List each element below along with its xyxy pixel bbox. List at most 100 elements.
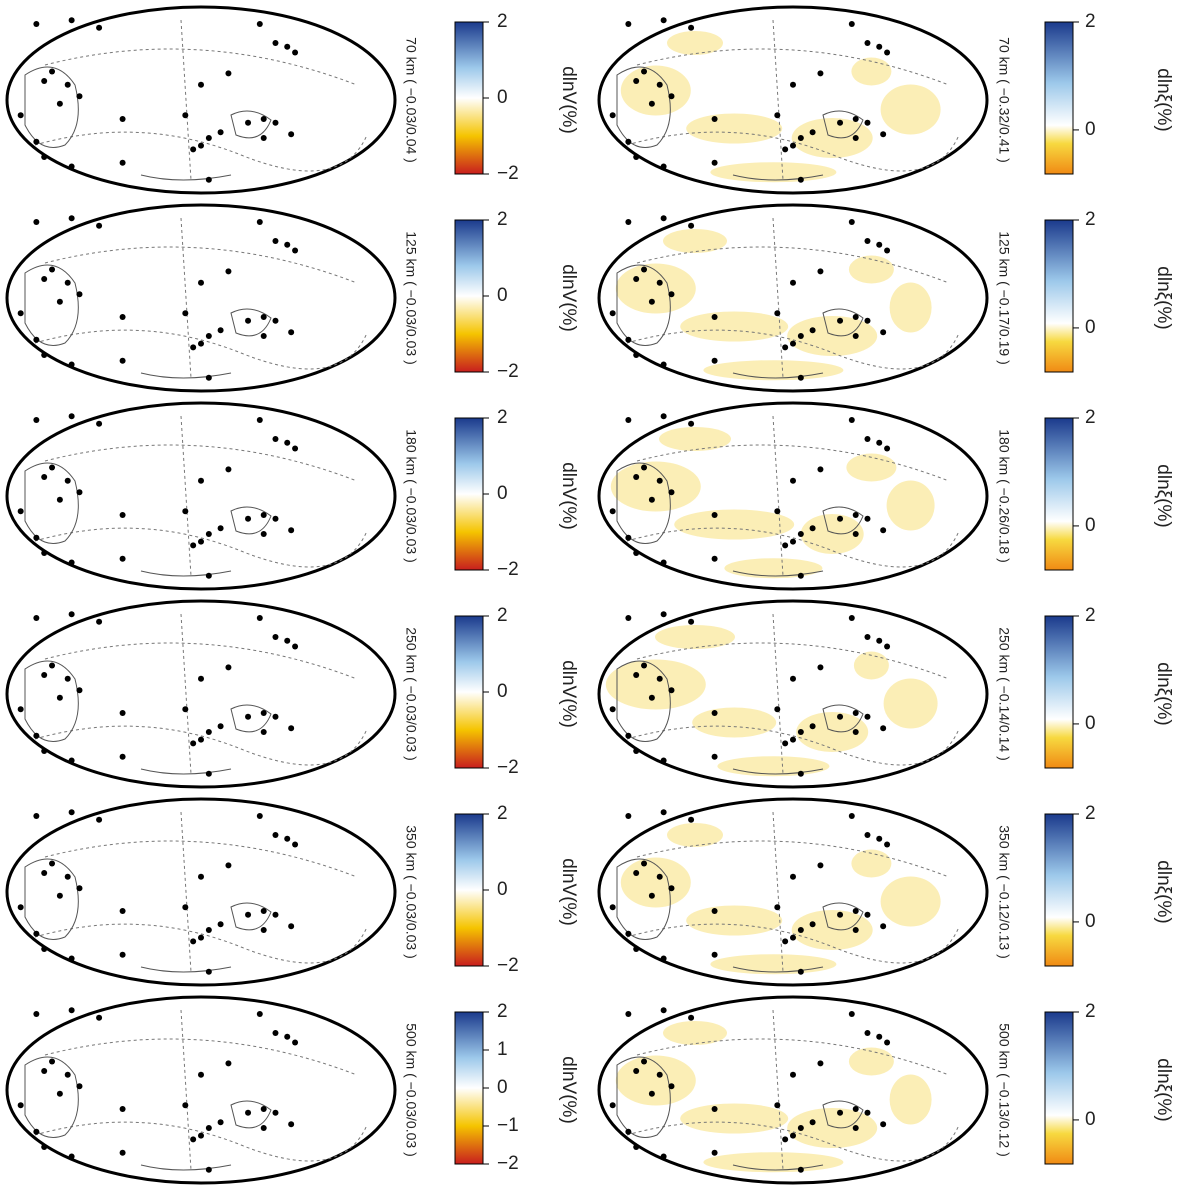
station-dot xyxy=(190,542,197,549)
station-dot xyxy=(76,885,83,892)
station-dot xyxy=(56,1090,63,1097)
anomaly-patch xyxy=(853,651,889,680)
station-dot xyxy=(260,116,267,122)
colorbar-tick-label: 2 xyxy=(497,209,508,230)
colorbar-tick-label: 1 xyxy=(497,1039,508,1060)
station-dot xyxy=(49,860,56,867)
colorbar-tick-label: 2 xyxy=(497,605,508,626)
station-dot xyxy=(774,310,781,317)
map-frame xyxy=(5,797,397,987)
station-dot xyxy=(284,439,291,446)
station-dot xyxy=(182,112,189,119)
station-dot xyxy=(660,559,667,566)
station-dot xyxy=(182,904,189,911)
station-dot xyxy=(245,911,252,918)
anomaly-patch xyxy=(605,659,706,710)
station-dot xyxy=(68,361,75,368)
station-dot xyxy=(609,706,616,713)
station-dot xyxy=(225,664,232,671)
station-dot xyxy=(33,336,40,343)
station-dot xyxy=(288,131,295,138)
station-dot xyxy=(609,310,616,317)
colorbar-tick-label: 2 xyxy=(497,11,508,32)
colorbar-label: dlnξ(%) xyxy=(1153,464,1174,527)
station-dot xyxy=(205,531,212,537)
station-dot xyxy=(876,43,883,50)
station-dot xyxy=(648,694,655,701)
station-dot xyxy=(711,159,718,166)
station-dot xyxy=(660,413,667,420)
station-dot xyxy=(884,49,891,56)
station-dot xyxy=(688,420,695,427)
station-dot xyxy=(17,310,24,317)
colorbar-label: dlnV(%) xyxy=(558,660,579,728)
station-dot xyxy=(17,112,24,119)
station-dot xyxy=(272,40,279,46)
station-dot xyxy=(609,508,616,515)
coastline xyxy=(616,264,864,379)
station-dot xyxy=(68,611,75,618)
station-dot xyxy=(41,748,48,754)
anomaly-patch xyxy=(663,229,727,253)
station-dot xyxy=(790,340,796,347)
station-dot xyxy=(217,129,224,136)
station-dot xyxy=(641,464,648,471)
station-dot xyxy=(56,100,63,107)
station-dot xyxy=(790,736,796,743)
station-dot xyxy=(284,835,291,842)
station-dot xyxy=(609,112,616,119)
station-dot xyxy=(217,327,224,334)
station-dot xyxy=(256,813,263,819)
station-dot xyxy=(64,81,71,88)
station-dot xyxy=(609,1102,616,1109)
station-dot xyxy=(774,112,781,119)
station-dot xyxy=(198,340,204,347)
station-dot xyxy=(852,135,859,141)
station-dot xyxy=(782,1136,789,1143)
station-dot xyxy=(119,1106,126,1112)
station-dot xyxy=(205,374,212,381)
station-dot xyxy=(668,1083,675,1090)
station-dot xyxy=(668,291,675,298)
station-dot xyxy=(641,266,648,273)
station-dot xyxy=(190,740,197,747)
station-dot xyxy=(205,572,212,579)
station-dot xyxy=(782,146,789,153)
station-dot xyxy=(272,436,279,442)
station-dot xyxy=(182,310,189,317)
station-dot xyxy=(668,489,675,496)
station-dot xyxy=(272,911,279,918)
colorbar-tick-label: −2 xyxy=(497,757,519,778)
station-dot xyxy=(182,1102,189,1109)
station-dot xyxy=(884,247,891,254)
station-dot xyxy=(64,873,71,880)
station-dot xyxy=(260,512,267,518)
station-dot xyxy=(876,835,883,842)
colorbar-tick-label: 0 xyxy=(497,87,508,108)
station-dot xyxy=(260,333,267,339)
station-dot xyxy=(272,515,279,522)
station-dot xyxy=(864,1030,871,1036)
station-dot xyxy=(817,862,824,869)
station-dot xyxy=(288,329,295,336)
station-dot xyxy=(648,496,655,503)
station-dot xyxy=(41,1068,48,1074)
station-dot xyxy=(660,361,667,368)
station-dot xyxy=(245,515,252,522)
colorbar xyxy=(1044,813,1074,967)
map-frame xyxy=(5,203,397,393)
station-dot xyxy=(809,921,816,928)
station-dot xyxy=(33,21,40,27)
station-dot xyxy=(633,78,640,84)
anomaly-patch xyxy=(667,31,723,55)
station-dot xyxy=(876,439,883,446)
station-dot xyxy=(284,1033,291,1040)
station-dot xyxy=(205,1125,212,1131)
station-dot xyxy=(260,729,267,735)
colorbar-label: dlnξ(%) xyxy=(1153,860,1174,923)
station-dot xyxy=(33,219,40,225)
station-dot xyxy=(33,138,40,145)
station-dot xyxy=(256,615,263,621)
anomaly-patch xyxy=(620,857,691,908)
anomaly-patch xyxy=(880,876,941,927)
